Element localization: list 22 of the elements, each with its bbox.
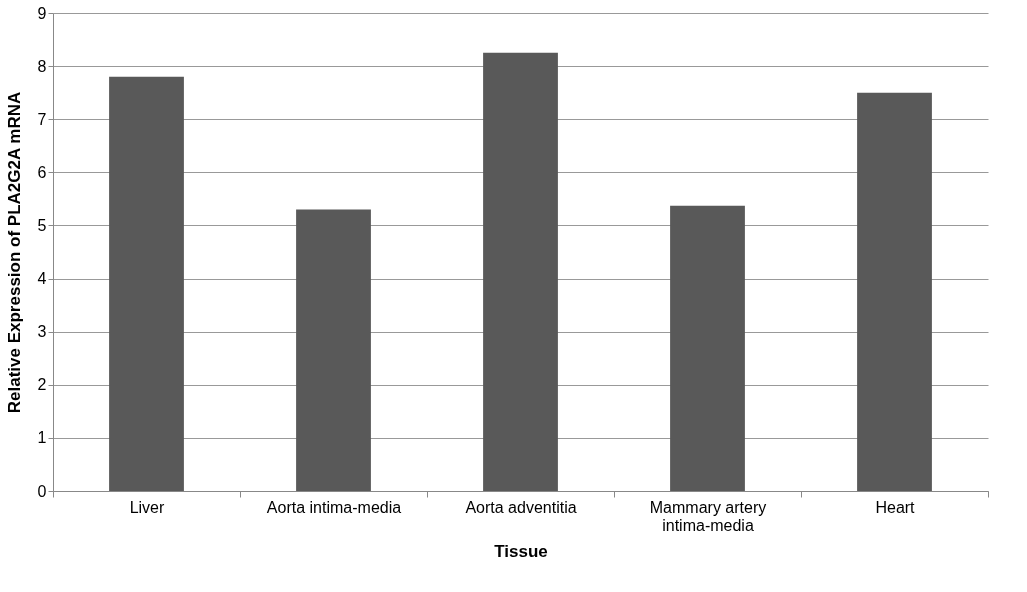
y-tick-label: 9 (37, 4, 47, 22)
x-tick-label: Aorta adventitia (465, 498, 577, 516)
y-tick-label: 7 (37, 110, 47, 128)
x-tick-label: Aorta intima-media (266, 498, 402, 516)
y-axis-title: Relative Expression of PLA2G2A mRNA (4, 91, 24, 414)
y-tick-label: 5 (37, 216, 47, 234)
x-axis-title: Tissue (494, 541, 548, 561)
y-tick-label: 0 (37, 482, 47, 500)
x-tick-label: Mammary artery intima-media (649, 498, 767, 534)
y-tick-label: 2 (37, 376, 47, 394)
x-tick-label: Liver (129, 498, 166, 516)
bar (857, 92, 932, 491)
bar (483, 52, 558, 491)
bar (296, 209, 371, 491)
y-tick-label: 1 (37, 429, 47, 447)
bar (109, 76, 184, 491)
y-tick-label: 6 (37, 163, 47, 181)
y-tick-label: 8 (37, 57, 47, 75)
x-tick-label: Heart (875, 498, 916, 516)
y-tick-label: 3 (37, 323, 47, 341)
y-tick-label: 4 (37, 270, 47, 288)
bar (670, 205, 745, 491)
